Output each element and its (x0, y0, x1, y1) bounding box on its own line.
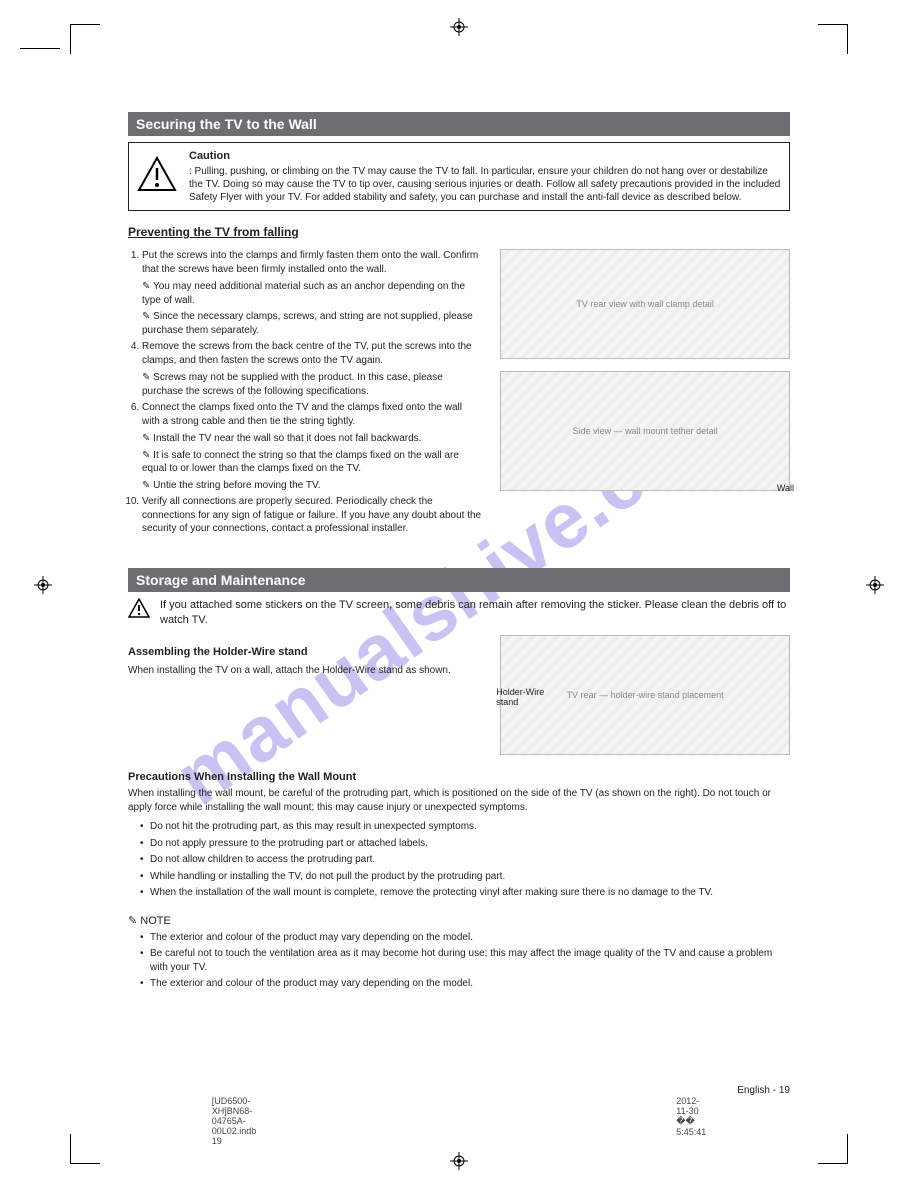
figure-tv-rear-clamp: TV rear view with wall clamp detail (500, 249, 790, 359)
precaution-item: When the installation of the wall mount … (140, 886, 790, 900)
registration-mark-icon (866, 576, 884, 594)
precautions-heading: Precautions When Installing the Wall Mou… (128, 771, 790, 783)
callout-wall: Wall (777, 483, 794, 493)
precaution-item: While handling or installing the TV, do … (140, 870, 790, 884)
crop-mark (20, 48, 60, 49)
page-number-prefix: English - (737, 1085, 779, 1096)
steps-column: Put the screws into the clamps and firml… (128, 249, 482, 540)
step-item: Verify all connections are properly secu… (142, 495, 482, 536)
note-label: ✎ NOTE (128, 914, 790, 927)
footer-meta: [UD6500-XH]BN68-04765A-00L02.indb 19 201… (212, 1096, 707, 1146)
step-item: Install the TV near the wall so that it … (153, 433, 421, 444)
sticker-warning-text: If you attached some stickers on the TV … (160, 598, 790, 628)
crop-mark (818, 1163, 848, 1164)
section-heading-storage: Storage and Maintenance (128, 568, 790, 592)
sticker-warning-row: If you attached some stickers on the TV … (128, 598, 790, 628)
note-item: Be careful not to touch the ventilation … (140, 947, 790, 974)
caution-title: Caution (189, 150, 230, 162)
step-item: You may need additional material such as… (142, 281, 465, 306)
page-number: English - 19 (737, 1085, 790, 1096)
step-item: Remove the screws from the back centre o… (142, 340, 482, 367)
figure-column: TV rear view with wall clamp detail Side… (500, 249, 790, 540)
footer-left: [UD6500-XH]BN68-04765A-00L02.indb 19 (212, 1096, 257, 1146)
notes-list: The exterior and colour of the product m… (128, 931, 790, 991)
precaution-item: Do not allow children to access the prot… (140, 853, 790, 867)
registration-mark-icon (450, 18, 468, 36)
crop-mark (70, 24, 71, 54)
caution-body: : Pulling, pushing, or climbing on the T… (189, 165, 781, 204)
warning-triangle-icon (137, 156, 177, 197)
content-area: Securing the TV to the Wall Caution : Pu… (128, 112, 790, 994)
section-heading-securing: Securing the TV to the Wall (128, 112, 790, 136)
step-item: Screws may not be supplied with the prod… (142, 372, 443, 397)
precautions-list: Do not hit the protruding part, as this … (128, 820, 790, 900)
two-column-row: Put the screws into the clamps and firml… (128, 249, 790, 540)
crop-mark (70, 24, 100, 25)
note-item: The exterior and colour of the product m… (140, 977, 790, 991)
caution-box: Caution : Pulling, pushing, or climbing … (128, 142, 790, 211)
page-number-value: 19 (779, 1085, 790, 1096)
two-column-row: Assembling the Holder-Wire stand When in… (128, 635, 790, 755)
figure-label: TV rear — holder-wire stand placement (567, 690, 724, 700)
page-root: manualshive.com Securing the TV to the W… (0, 0, 918, 1188)
precaution-item: Do not apply pressure to the protruding … (140, 837, 790, 851)
crop-mark (818, 24, 848, 25)
figure-label: Side view — wall mount tether detail (573, 426, 718, 436)
holder-wire-column: Assembling the Holder-Wire stand When in… (128, 635, 482, 755)
figure-tv-side-wall: Side view — wall mount tether detail (500, 371, 790, 491)
step-item: Connect the clamps fixed onto the TV and… (142, 401, 482, 428)
crop-mark (847, 1134, 848, 1164)
precaution-item: Do not hit the protruding part, as this … (140, 820, 790, 834)
figure-column: TV rear — holder-wire stand placement Ho… (500, 635, 790, 755)
subheading-preventing: Preventing the TV from falling (128, 225, 790, 239)
precautions-intro: When installing the wall mount, be caref… (128, 787, 790, 814)
step-item: Since the necessary clamps, screws, and … (142, 311, 473, 336)
callout-holder-wire: Holder-Wire stand (496, 687, 566, 707)
registration-mark-icon (450, 1152, 468, 1170)
holder-wire-body: When installing the TV on a wall, attach… (128, 664, 482, 678)
figure-label: TV rear view with wall clamp detail (576, 299, 714, 309)
step-item: Untie the string before moving the TV. (153, 480, 320, 491)
crop-mark (70, 1134, 71, 1164)
footer-right: 2012-11-30 �� 5:45:41 (676, 1096, 706, 1146)
crop-mark (70, 1163, 100, 1164)
crop-mark (847, 24, 848, 54)
section-storage: Storage and Maintenance If you attached … (128, 568, 790, 991)
step-item: It is safe to connect the string so that… (142, 450, 459, 475)
note-item: The exterior and colour of the product m… (140, 931, 790, 945)
holder-wire-heading: Assembling the Holder-Wire stand (128, 645, 482, 660)
caution-text: Caution : Pulling, pushing, or climbing … (189, 149, 781, 204)
warning-triangle-icon (128, 598, 150, 628)
note-label-text: NOTE (140, 915, 171, 927)
step-item: Put the screws into the clamps and firml… (142, 249, 482, 276)
registration-mark-icon (34, 576, 52, 594)
